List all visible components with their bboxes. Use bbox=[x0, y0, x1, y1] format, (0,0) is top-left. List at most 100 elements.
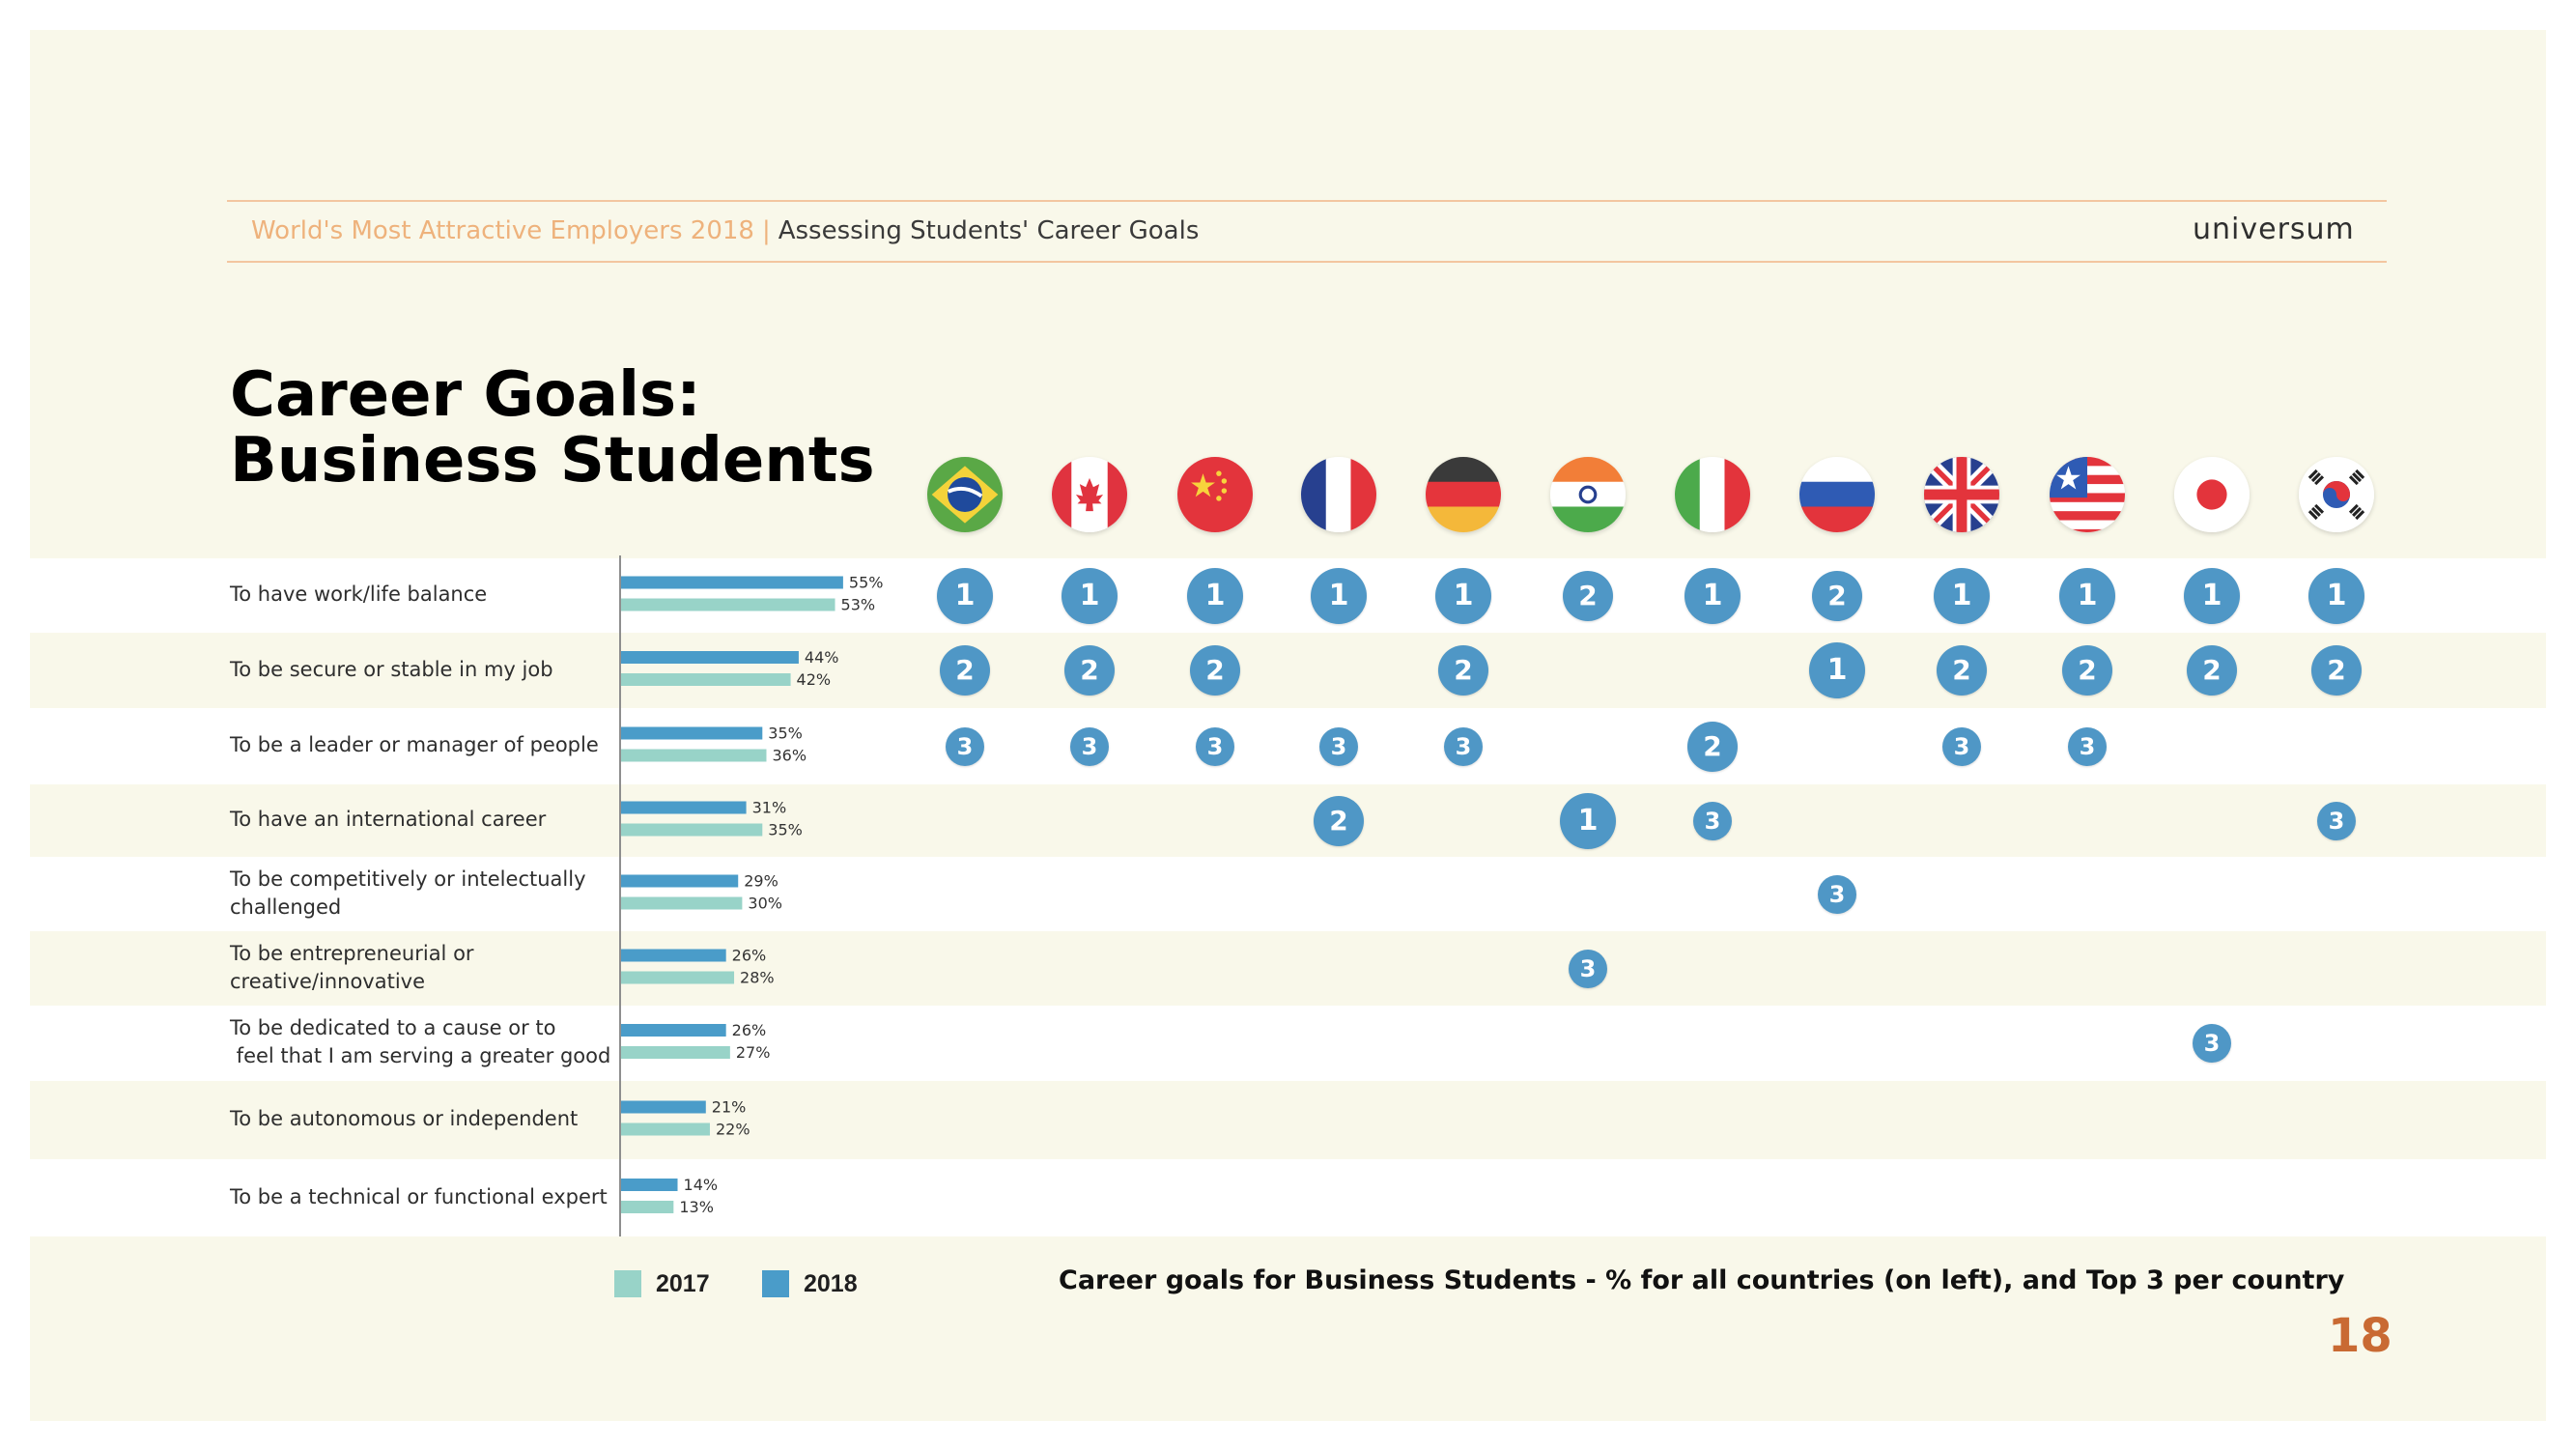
rank-badge: 2 bbox=[2062, 645, 2112, 696]
rank-badge: 3 bbox=[2193, 1024, 2231, 1063]
bar-value-label: 27% bbox=[736, 1043, 771, 1062]
page-number: 18 bbox=[2328, 1309, 2392, 1363]
bar-value-label: 53% bbox=[841, 596, 876, 614]
bar-2017 bbox=[621, 1122, 710, 1136]
bar-2018 bbox=[621, 801, 747, 814]
rank-badge: 1 bbox=[1560, 792, 1616, 849]
row-label: To be autonomous or independent bbox=[230, 1105, 578, 1133]
rank-badge: 1 bbox=[1311, 567, 1367, 624]
rank-badge: 2 bbox=[2187, 645, 2237, 696]
row-label-line: To be competitively or intelectually bbox=[230, 867, 586, 891]
rank-badge: 2 bbox=[1064, 645, 1115, 696]
bar-2017 bbox=[621, 971, 735, 984]
bar-2018 bbox=[621, 949, 726, 962]
flag-france-icon bbox=[1301, 457, 1376, 532]
header-rule-bottom bbox=[227, 261, 2387, 263]
flag-italy-icon bbox=[1675, 457, 1750, 532]
rank-badge: 1 bbox=[1934, 567, 1990, 624]
row-band bbox=[30, 558, 2546, 633]
bar-value-label: 28% bbox=[740, 969, 775, 987]
rank-badge: 3 bbox=[1818, 874, 1856, 914]
row-label-line: To be secure or stable in my job bbox=[230, 657, 553, 681]
bar-value-label: 44% bbox=[805, 648, 839, 667]
bar-2017 bbox=[621, 1046, 730, 1059]
flag-usa-icon bbox=[2050, 457, 2125, 532]
flag-south-korea-icon bbox=[2299, 457, 2374, 532]
section-title: Assessing Students' Career Goals bbox=[778, 216, 1200, 245]
row-label: To be competitively or intelectually chal… bbox=[230, 866, 586, 922]
row-label-line: To be a leader or manager of people bbox=[230, 733, 599, 756]
bar-value-label: 22% bbox=[716, 1121, 750, 1139]
rank-badge: 2 bbox=[940, 645, 990, 696]
row-label: To be entrepreneurial or creative/innovat… bbox=[230, 940, 474, 996]
bar-value-label: 35% bbox=[768, 724, 803, 743]
rank-badge: 1 bbox=[1435, 567, 1491, 624]
header-breadcrumb: World's Most Attractive Employers 2018 | A… bbox=[251, 214, 1199, 247]
row-label: To have an international career bbox=[230, 806, 546, 834]
bar-2017 bbox=[621, 673, 791, 686]
rank-badge: 2 bbox=[1937, 645, 1987, 696]
rank-badge: 1 bbox=[2059, 567, 2115, 624]
bar-value-label: 21% bbox=[712, 1098, 747, 1117]
rank-badge: 2 bbox=[2311, 645, 2362, 696]
row-label-line: To be a technical or functional expert bbox=[230, 1184, 608, 1208]
bar-value-label: 30% bbox=[748, 895, 782, 913]
rank-badge: 1 bbox=[1062, 567, 1118, 624]
row-band bbox=[30, 931, 2546, 1006]
bar-2018 bbox=[621, 1024, 726, 1037]
header-rule-top bbox=[227, 200, 2387, 202]
rank-badge: 3 bbox=[1569, 949, 1607, 988]
row-label-line: To be dedicated to a cause or to bbox=[230, 1016, 556, 1039]
row-label: To be secure or stable in my job bbox=[230, 656, 553, 684]
row-band bbox=[30, 633, 2546, 708]
row-label: To be a technical or functional expert bbox=[230, 1183, 608, 1211]
bar-value-label: 42% bbox=[797, 670, 832, 689]
bar-2018 bbox=[621, 576, 843, 589]
rank-badge: 3 bbox=[1319, 726, 1358, 766]
bar-2017 bbox=[621, 1201, 674, 1213]
legend-swatch-2018 bbox=[762, 1270, 789, 1297]
row-label-line: feel that I am serving a greater good bbox=[230, 1044, 611, 1067]
bar-2018 bbox=[621, 1179, 678, 1191]
bar-2017 bbox=[621, 749, 767, 762]
flag-uk-icon bbox=[1924, 457, 1999, 532]
legend-swatch-2017 bbox=[614, 1270, 641, 1297]
rank-badge: 3 bbox=[946, 726, 984, 766]
bar-chart-axis bbox=[619, 555, 621, 1236]
rank-badge: 3 bbox=[1942, 726, 1981, 766]
row-label-line: To have an international career bbox=[230, 808, 547, 831]
bar-value-label: 26% bbox=[732, 947, 767, 965]
rank-badge: 3 bbox=[1444, 726, 1483, 766]
bar-2017 bbox=[621, 598, 835, 611]
chart-caption: Career goals for Business Students - % f… bbox=[1059, 1265, 2345, 1295]
bar-2018 bbox=[621, 874, 739, 888]
row-label: To be a leader or manager of people bbox=[230, 731, 599, 759]
rank-badge: 2 bbox=[1812, 570, 1862, 621]
page-title-line-1: Career Goals: bbox=[230, 359, 701, 431]
rank-badge: 1 bbox=[1684, 567, 1741, 624]
page-title-line-2: Business Students bbox=[230, 425, 875, 497]
rank-badge: 2 bbox=[1438, 645, 1488, 696]
flag-japan-icon bbox=[2174, 457, 2250, 532]
flag-germany-icon bbox=[1426, 457, 1501, 532]
flag-canada-icon bbox=[1052, 457, 1127, 532]
rank-badge: 2 bbox=[1314, 795, 1364, 846]
row-label-line: To be entrepreneurial or bbox=[230, 941, 474, 965]
row-band bbox=[30, 1081, 2546, 1159]
flag-russia-icon bbox=[1799, 457, 1875, 532]
bar-value-label: 31% bbox=[752, 799, 787, 817]
bar-value-label: 55% bbox=[849, 574, 884, 592]
row-label-line: To have work/life balance bbox=[230, 582, 488, 606]
rank-badge: 3 bbox=[1693, 801, 1732, 840]
row-band bbox=[30, 708, 2546, 784]
row-label-line: To be autonomous or independent bbox=[230, 1107, 579, 1130]
rank-badge: 3 bbox=[2317, 801, 2356, 840]
flag-india-icon bbox=[1550, 457, 1626, 532]
row-band bbox=[30, 784, 2546, 857]
flag-brazil-icon bbox=[927, 457, 1003, 532]
row-label: To have work/life balance bbox=[230, 581, 487, 609]
row-band bbox=[30, 1159, 2546, 1236]
bar-value-label: 13% bbox=[679, 1198, 714, 1216]
rank-badge: 2 bbox=[1190, 645, 1240, 696]
